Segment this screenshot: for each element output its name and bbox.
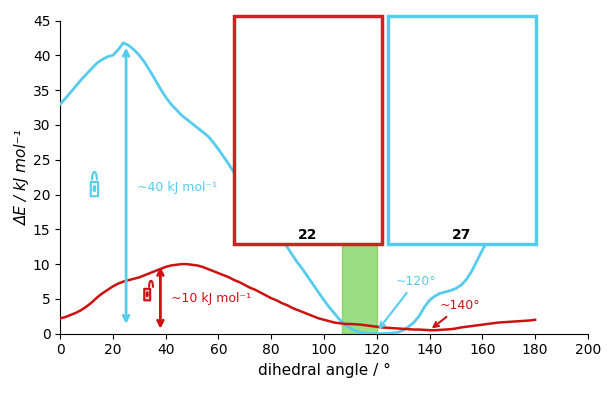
Text: ~40 kJ mol⁻¹: ~40 kJ mol⁻¹: [137, 181, 217, 194]
Bar: [342, 215, 377, 334]
Text: ~10 kJ mol⁻¹: ~10 kJ mol⁻¹: [171, 292, 251, 305]
Y-axis label: ΔE / kJ mol⁻¹: ΔE / kJ mol⁻¹: [15, 129, 30, 225]
Text: ~140°: ~140°: [434, 299, 480, 327]
Text: ~120°: ~120°: [380, 275, 436, 328]
Text: 22: 22: [298, 228, 318, 242]
X-axis label: dihedral angle / °: dihedral angle / °: [257, 363, 391, 378]
FancyBboxPatch shape: [144, 289, 150, 300]
Text: ~110°: ~110°: [337, 197, 380, 210]
Text: 27: 27: [452, 228, 472, 242]
